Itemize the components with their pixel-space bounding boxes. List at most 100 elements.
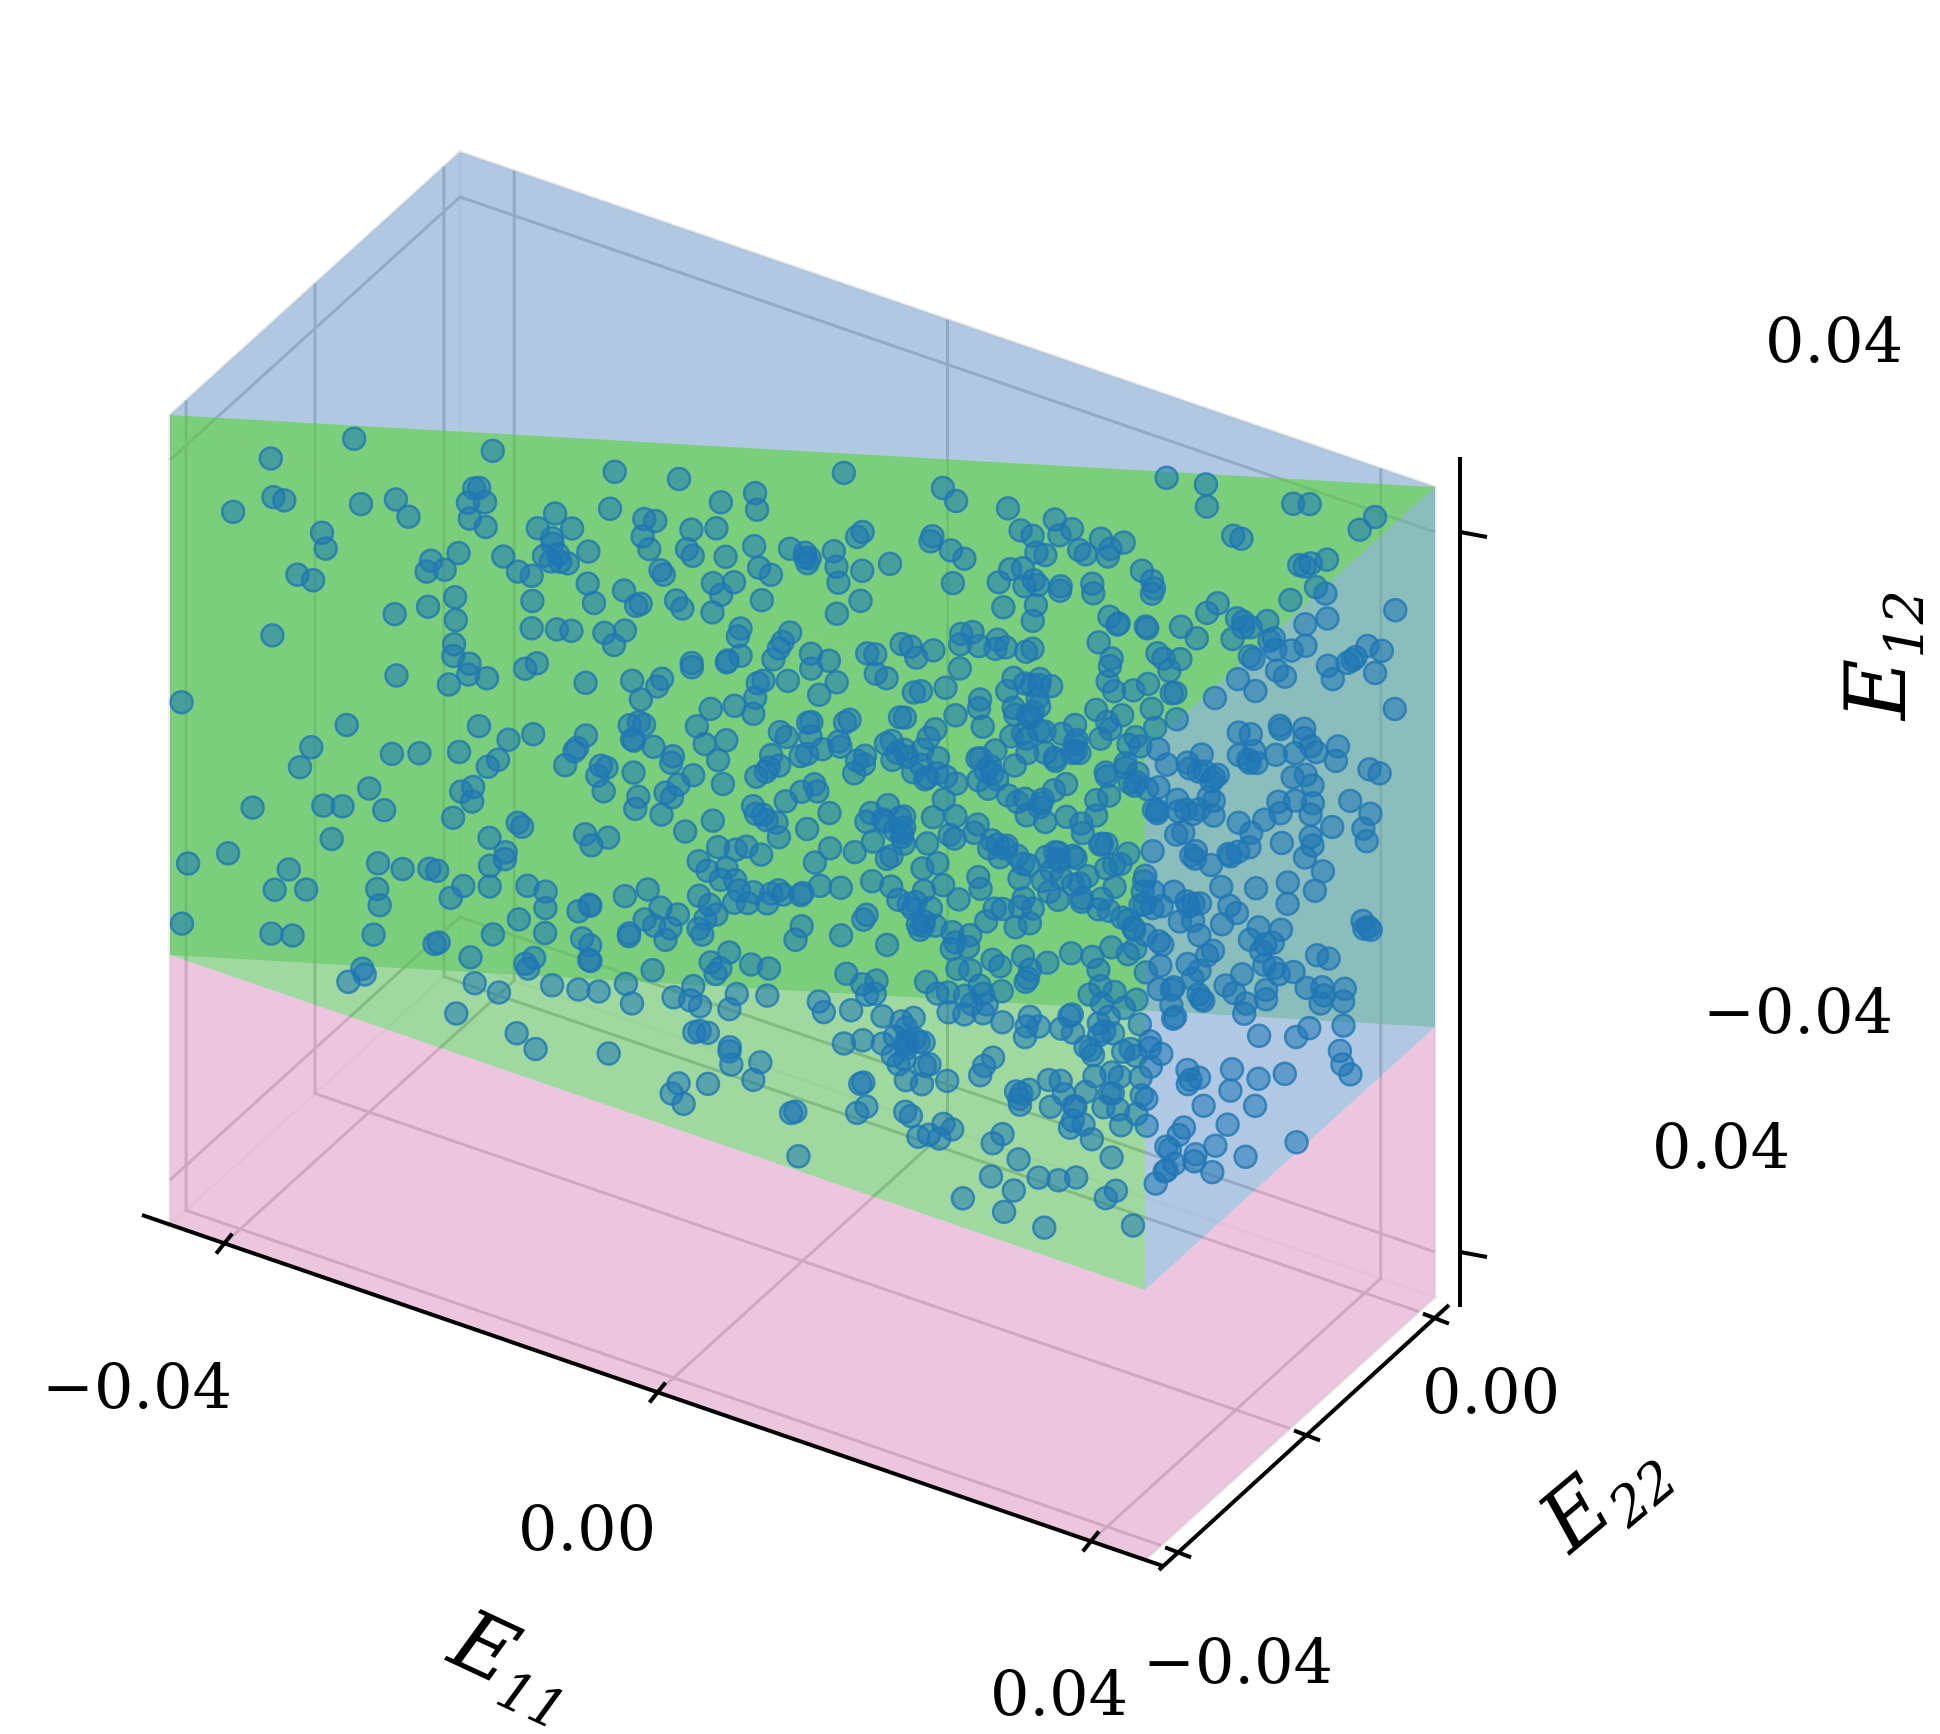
scatter-point	[1183, 1142, 1208, 1167]
scatter-point	[1047, 578, 1073, 603]
y-tick-mark	[1164, 1545, 1192, 1560]
scatter-point	[1215, 1112, 1240, 1137]
scatter-point	[1046, 1168, 1071, 1193]
scatter-point	[509, 814, 535, 840]
scatter-point	[396, 504, 421, 529]
scatter-point	[586, 979, 611, 1004]
scatter-point	[287, 754, 313, 780]
scatter-point	[794, 816, 820, 842]
scatter-point	[619, 668, 645, 693]
scatter-point	[1058, 940, 1084, 966]
scatter-point	[1351, 816, 1376, 841]
scatter-point	[1229, 962, 1255, 987]
scatter-point	[1080, 1042, 1106, 1068]
scatter-point	[1113, 755, 1138, 780]
scatter-point	[1066, 537, 1092, 563]
scatter-point	[1120, 1213, 1146, 1238]
scatter-point	[1094, 831, 1119, 857]
scatter-point	[1340, 647, 1365, 673]
region-pink-front	[170, 955, 1145, 1560]
scatter-point	[365, 851, 391, 876]
scatter-point	[1300, 833, 1325, 858]
x-tick-label-zero: 0.00	[518, 1492, 656, 1565]
scatter-point	[1073, 1079, 1098, 1105]
scatter-point	[311, 793, 336, 818]
scatter-point	[1177, 756, 1202, 781]
scatter-point	[1120, 914, 1146, 940]
scatter-point	[334, 712, 359, 738]
scatter-point	[966, 864, 991, 890]
scatter-point	[1012, 1024, 1038, 1050]
scatter-point	[679, 517, 704, 542]
scatter-point	[1157, 658, 1182, 684]
scatter-point	[860, 829, 886, 854]
scatter-point	[637, 536, 662, 562]
scatter-point	[1012, 671, 1038, 696]
scatter-point	[1007, 1092, 1033, 1117]
scatter-point	[789, 913, 814, 939]
scatter-point	[755, 983, 780, 1008]
scatter-point	[859, 869, 885, 894]
scatter-point	[966, 767, 991, 793]
scatter-point	[908, 752, 934, 778]
scatter-point	[531, 543, 557, 569]
scatter-point	[759, 881, 784, 906]
scatter-point	[1272, 664, 1298, 689]
x-tick-mark	[214, 1232, 234, 1255]
scatter-point	[220, 499, 246, 525]
scatter-point	[1315, 606, 1340, 631]
scatter-point	[851, 907, 876, 932]
scatter-point	[991, 595, 1016, 620]
scatter-point	[436, 672, 462, 697]
scatter-point	[1355, 633, 1380, 659]
scatter-point	[480, 438, 506, 464]
scatter-point	[559, 516, 585, 541]
scatter-point	[1193, 472, 1219, 497]
scatter-point	[1161, 974, 1186, 1000]
scatter-point	[892, 1099, 918, 1125]
scatter-point	[704, 516, 729, 541]
scatter-point	[828, 923, 854, 948]
scatter-point	[520, 721, 546, 747]
scatter-point	[980, 1045, 1006, 1070]
scatter-point	[723, 837, 749, 862]
scatter-point	[1200, 1159, 1225, 1185]
scatter-point	[1310, 975, 1335, 1000]
z-tick-mark	[1459, 1250, 1488, 1259]
scatter-point	[1352, 916, 1377, 941]
scatter-point	[276, 857, 302, 882]
scatter-point	[935, 980, 961, 1005]
scatter-point	[744, 497, 770, 522]
scatter-point	[1310, 859, 1336, 884]
scatter-point	[717, 1034, 743, 1060]
scatter-point	[716, 940, 742, 965]
scatter-point	[566, 977, 591, 1002]
scatter-point	[766, 753, 792, 778]
scatter-point	[336, 969, 361, 995]
scatter-point	[692, 731, 717, 757]
scatter-point	[215, 841, 241, 866]
scatter-point	[379, 741, 405, 767]
scatter-point	[1267, 713, 1293, 739]
scatter-point	[1099, 646, 1124, 671]
scatter-point	[751, 668, 776, 693]
scatter-point	[644, 674, 670, 699]
scatter-point	[1083, 697, 1109, 723]
scatter-point	[1026, 1165, 1051, 1190]
scatter-point	[848, 588, 873, 614]
scatter-point	[982, 896, 1007, 921]
scatter-point	[735, 890, 761, 916]
scatter-point	[635, 877, 661, 902]
scatter-point	[1026, 693, 1052, 719]
scatter-point	[539, 973, 565, 998]
scatter-point	[741, 533, 767, 559]
scatter-point	[1194, 494, 1220, 519]
scatter-point	[462, 970, 487, 996]
scatter-point	[1178, 1067, 1203, 1093]
scatter-point	[309, 520, 335, 546]
scatter-point	[901, 1005, 926, 1031]
scatter-point	[417, 856, 442, 881]
scatter-point	[1075, 864, 1100, 889]
scatter-point	[1225, 666, 1251, 692]
scatter-point	[1325, 734, 1351, 759]
